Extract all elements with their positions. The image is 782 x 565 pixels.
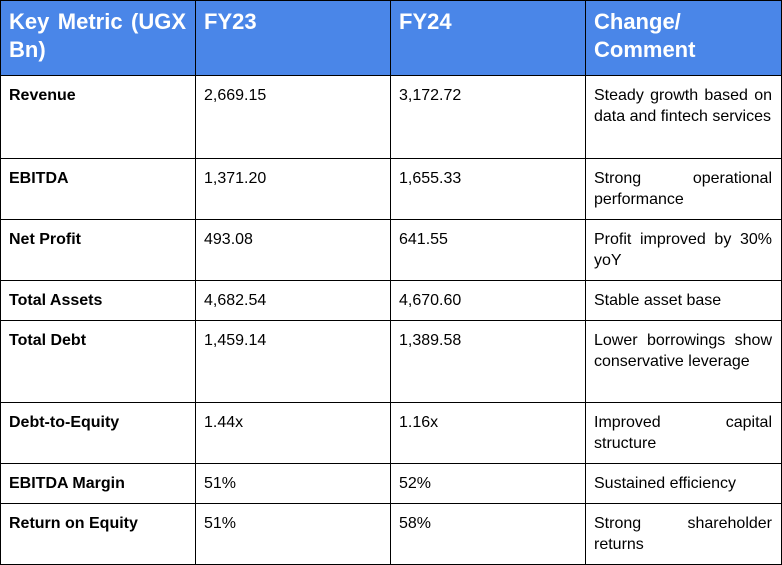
metric-cell: Net Profit	[0, 219, 196, 281]
table-row: EBITDA Margin 51% 52% Sustained efficiency	[0, 463, 782, 504]
comment-cell: Steady growth based on data and fintech …	[585, 75, 782, 159]
comment-cell: Improved capital structure	[585, 402, 782, 464]
header-cell: Change/ Comment	[585, 0, 782, 76]
table-row: Total Debt 1,459.14 1,389.58 Lower borrowin…	[0, 320, 782, 403]
value-cell: 1,371.20	[195, 158, 391, 220]
value-cell: 2,669.15	[195, 75, 391, 159]
metric-cell: Debt-to-Equity	[0, 402, 196, 464]
table-row: Return on Equity 51% 58% Strong shareholder…	[0, 503, 782, 565]
comment-cell: Strong shareholder returns	[585, 503, 782, 565]
value-cell: 51%	[195, 463, 391, 504]
comment-cell: Profit improved by 30% yoY	[585, 219, 782, 281]
value-cell: 4,682.54	[195, 280, 391, 321]
table-row: Total Assets 4,682.54 4,670.60 Stable asset…	[0, 280, 782, 321]
header-cell: Key Metric (UGX Bn)	[0, 0, 196, 76]
metric-cell: Total Debt	[0, 320, 196, 403]
header-row: Key Metric (UGX Bn) FY23 FY24 Change/ Comme…	[0, 0, 782, 76]
header-cell: FY24	[390, 0, 586, 76]
comment-cell: Sustained efficiency	[585, 463, 782, 504]
value-cell: 3,172.72	[390, 75, 586, 159]
value-cell: 51%	[195, 503, 391, 565]
table-row: Debt-to-Equity 1.44x 1.16x Improved capital…	[0, 402, 782, 464]
metric-cell: Return on Equity	[0, 503, 196, 565]
metric-cell: Revenue	[0, 75, 196, 159]
table-row: Revenue 2,669.15 3,172.72 Steady growth bas…	[0, 75, 782, 159]
metric-cell: EBITDA	[0, 158, 196, 220]
value-cell: 1,389.58	[390, 320, 586, 403]
table-row: Net Profit 493.08 641.55 Profit improved by…	[0, 219, 782, 281]
value-cell: 58%	[390, 503, 586, 565]
header-cell: FY23	[195, 0, 391, 76]
comment-cell: Stable asset base	[585, 280, 782, 321]
metric-cell: Total Assets	[0, 280, 196, 321]
table-row: EBITDA 1,371.20 1,655.33 Strong operational…	[0, 158, 782, 220]
value-cell: 1.44x	[195, 402, 391, 464]
comment-cell: Strong operational performance	[585, 158, 782, 220]
value-cell: 1.16x	[390, 402, 586, 464]
value-cell: 52%	[390, 463, 586, 504]
value-cell: 1,655.33	[390, 158, 586, 220]
value-cell: 641.55	[390, 219, 586, 281]
value-cell: 4,670.60	[390, 280, 586, 321]
value-cell: 1,459.14	[195, 320, 391, 403]
value-cell: 493.08	[195, 219, 391, 281]
comment-cell: Lower borrowings show conservative lever…	[585, 320, 782, 403]
metric-cell: EBITDA Margin	[0, 463, 196, 504]
